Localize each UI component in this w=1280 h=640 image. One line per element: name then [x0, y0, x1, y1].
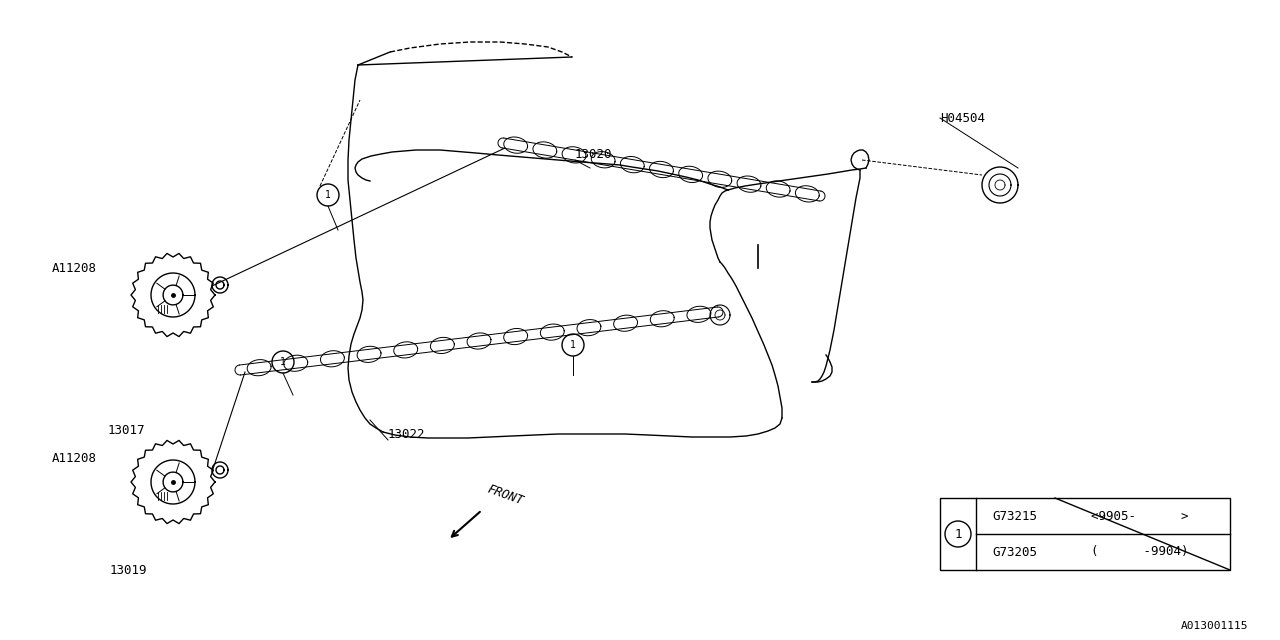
Text: A11208: A11208 [52, 262, 97, 275]
Text: 1: 1 [325, 190, 332, 200]
Text: 1: 1 [280, 357, 285, 367]
Text: 1: 1 [955, 527, 961, 541]
Text: FRONT: FRONT [485, 483, 525, 508]
Text: G73205: G73205 [992, 545, 1038, 559]
Text: 13022: 13022 [388, 429, 425, 442]
Text: H04504: H04504 [940, 111, 986, 125]
Bar [940, 498, 1230, 570]
Text: A013001115: A013001115 [1180, 621, 1248, 631]
Text: 13019: 13019 [110, 563, 147, 577]
Text: 1: 1 [570, 340, 576, 350]
Text: 13017: 13017 [108, 424, 146, 436]
Text: G73215: G73215 [992, 509, 1038, 522]
Text: 13020: 13020 [575, 148, 613, 161]
Text: A11208: A11208 [52, 451, 97, 465]
Text: (      -9904): ( -9904) [1092, 545, 1189, 559]
Text: <9905-      >: <9905- > [1092, 509, 1189, 522]
